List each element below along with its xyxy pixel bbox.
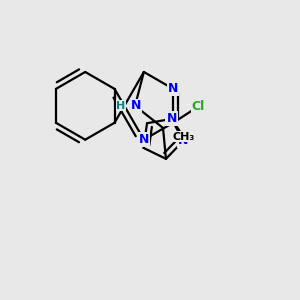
Text: N: N (168, 82, 178, 95)
Text: Cl: Cl (192, 100, 205, 113)
Text: N: N (131, 99, 142, 112)
Text: N: N (178, 134, 188, 147)
Text: H: H (116, 101, 125, 111)
Text: N: N (167, 112, 177, 125)
Text: N: N (139, 133, 149, 146)
Text: CH₃: CH₃ (172, 132, 194, 142)
